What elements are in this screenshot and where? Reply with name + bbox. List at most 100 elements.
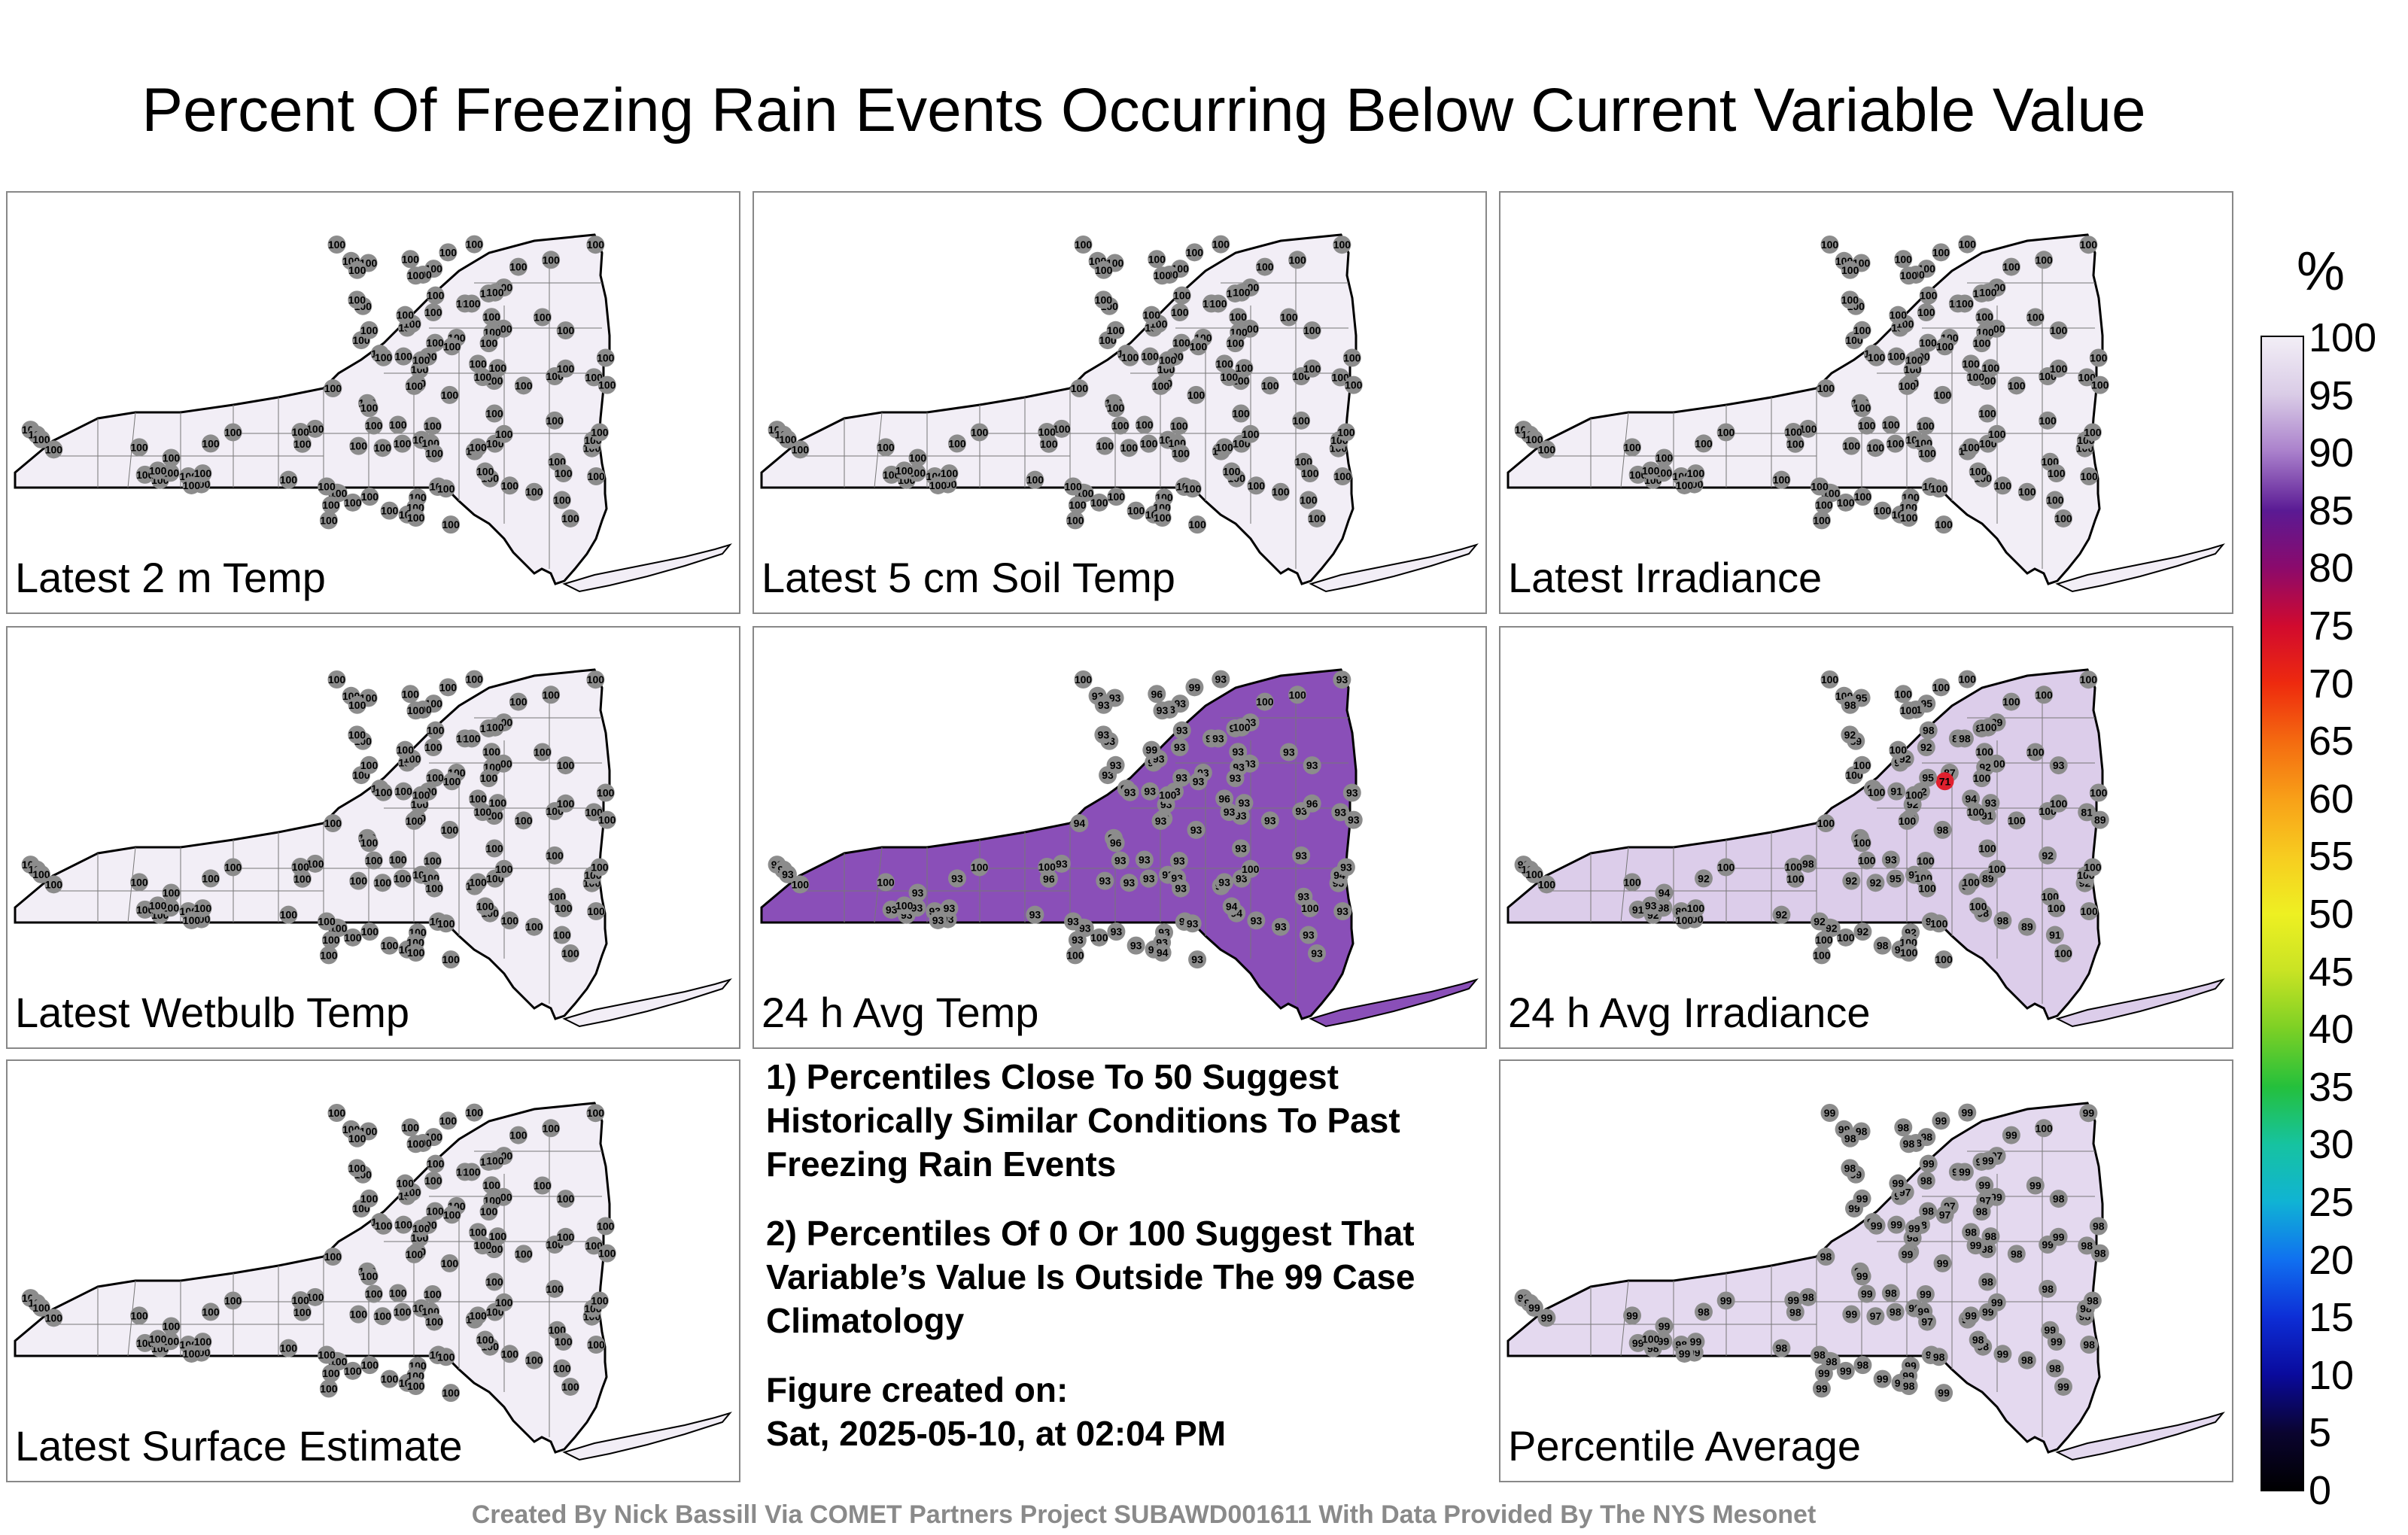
station-value: 100	[1676, 479, 1694, 491]
station-marker: 100	[406, 266, 425, 285]
station-value: 93	[1157, 704, 1169, 716]
station-marker: 100	[2054, 509, 2072, 527]
station-value: 93	[1346, 786, 1358, 798]
station-marker: 100	[360, 1189, 379, 1208]
station-value: 98	[2093, 1220, 2105, 1232]
station-value: 99	[1189, 681, 1201, 693]
map-panel: 100 100 100 100 100 100 100 100 100 100 100 100 100 1…	[6, 191, 740, 614]
created-date: Sat, 2025-05-10, at 02:04 PM	[766, 1414, 1227, 1453]
station-value: 100	[406, 815, 424, 827]
station-marker: 100	[587, 1335, 606, 1354]
station-marker: 100	[1932, 243, 1950, 262]
station-value: 100	[466, 1107, 484, 1119]
station-marker: 100	[586, 670, 605, 689]
station-value: 100	[437, 917, 455, 929]
station-marker: 100	[2047, 899, 2066, 918]
station-value: 93	[1123, 877, 1136, 889]
station-marker: 93	[1342, 783, 1361, 802]
station-value: 100	[1188, 518, 1206, 530]
station-value: 100	[45, 878, 63, 890]
station-marker: 100	[778, 430, 797, 448]
station-marker: 98	[2017, 1351, 2036, 1369]
colorbar-segment	[2262, 337, 2303, 396]
station-value: 100	[194, 1336, 212, 1348]
station-marker: 99	[1962, 1306, 1981, 1325]
station-marker: 100	[485, 283, 504, 302]
station-marker: 93	[1981, 794, 2000, 813]
long-island-outline	[562, 978, 732, 1028]
station-marker: 100	[182, 1344, 201, 1363]
station-value: 98	[1658, 901, 1670, 913]
station-marker: 100	[1933, 385, 1952, 404]
station-marker: 98	[1962, 1223, 1981, 1242]
station-value: 100	[1121, 351, 1139, 363]
station-value: 100	[183, 479, 201, 491]
station-value: 100	[1976, 746, 1994, 758]
station-marker: 100	[877, 438, 895, 457]
station-value: 100	[426, 1205, 444, 1217]
station-marker: 100	[482, 1176, 501, 1195]
station-value: 100	[557, 759, 575, 771]
station-value: 100	[463, 732, 481, 744]
station-value: 100	[480, 1205, 498, 1217]
station-value: 100	[361, 1359, 379, 1371]
station-marker: 100	[349, 436, 368, 455]
station-value: 100	[1978, 407, 1996, 419]
station-value: 100	[1900, 512, 1918, 524]
station-value: 96	[1306, 798, 1318, 810]
station-value: 100	[1337, 426, 1355, 438]
station-value: 100	[2050, 324, 2068, 336]
station-marker: 100	[442, 515, 461, 534]
station-marker: 100	[596, 1217, 615, 1236]
station-marker: 100	[469, 873, 488, 892]
station-marker: 100	[1215, 438, 1234, 457]
station-value: 100	[374, 1310, 392, 1322]
station-value: 100	[1853, 759, 1871, 771]
station-marker: 100	[439, 1111, 458, 1130]
station-value: 100	[2054, 947, 2072, 959]
station-marker: 99	[1958, 1103, 1977, 1122]
station-value: 100	[183, 1348, 201, 1360]
station-marker: 100	[1307, 509, 1326, 527]
station-value: 93	[1311, 947, 1323, 959]
colorbar-tick-label: 35	[2309, 1064, 2355, 1110]
station-value: 100	[407, 1380, 425, 1392]
station-marker: 100	[1126, 501, 1145, 520]
station-value: 93	[1079, 922, 1091, 934]
state-outline	[760, 668, 1358, 1020]
station-value: 100	[542, 1122, 560, 1134]
station-marker: 100	[485, 1272, 504, 1291]
station-marker: 92	[2039, 846, 2057, 865]
station-marker: 100	[321, 931, 340, 950]
station-marker: 100	[1866, 439, 1885, 457]
station-value: 98	[1877, 940, 1889, 952]
station-marker: 100	[360, 321, 379, 339]
station-value: 100	[1976, 311, 1994, 323]
station-value: 93	[782, 868, 794, 880]
station-marker: 98	[2078, 1236, 2096, 1255]
station-value: 100	[292, 861, 310, 873]
station-marker: 100	[1342, 348, 1361, 367]
station-value: 100	[1936, 340, 1954, 352]
station-value: 98	[1997, 914, 2009, 926]
station-value: 100	[1248, 479, 1266, 491]
station-value: 100	[1932, 681, 1950, 693]
station-marker: 100	[485, 839, 504, 858]
colorbar	[2261, 336, 2304, 1491]
colorbar-segment	[2262, 1374, 2303, 1433]
station-marker: 100	[394, 347, 413, 366]
station-marker: 100	[546, 411, 564, 430]
station-marker: 93	[1094, 695, 1113, 714]
station-value: 100	[561, 947, 579, 959]
station-value: 100	[306, 858, 324, 870]
station-marker: 98	[2007, 1245, 2026, 1263]
note-1: 1) Percentiles Close To 50 Suggest Histo…	[766, 1057, 1400, 1184]
station-marker: 100	[364, 851, 383, 870]
station-value: 100	[348, 699, 366, 711]
station-marker: 93	[1232, 839, 1251, 858]
station-value: 99	[2083, 1107, 2095, 1119]
station-value: 100	[2050, 798, 2068, 810]
station-marker: 100	[1187, 385, 1206, 404]
station-value: 100	[350, 875, 368, 887]
station-value: 100	[407, 704, 425, 716]
